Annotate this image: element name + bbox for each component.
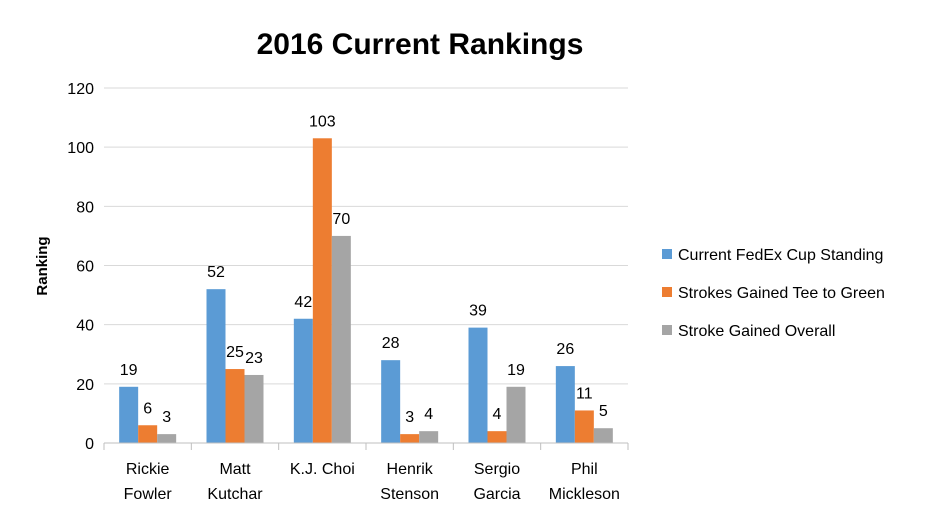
- legend-label: Stroke Gained Overall: [678, 323, 835, 340]
- bar: [419, 431, 439, 443]
- bar: [506, 386, 526, 443]
- data-label: 4: [493, 406, 502, 423]
- bar: [593, 428, 613, 443]
- legend: Current FedEx Cup Standing Strokes Gained…: [662, 247, 885, 340]
- bar: [574, 410, 594, 443]
- bar: [293, 318, 313, 443]
- y-axis-label: Ranking: [34, 236, 51, 295]
- x-tick-label: Kutchar: [207, 486, 263, 503]
- y-tick-label: 120: [67, 81, 94, 98]
- data-label: 42: [294, 294, 312, 311]
- x-tick-label: Rickie: [126, 461, 170, 478]
- data-label: 25: [226, 344, 244, 361]
- bar: [400, 434, 420, 443]
- x-tick-label: Mickleson: [549, 486, 620, 503]
- data-label: 11: [576, 385, 593, 402]
- legend-swatch: [662, 287, 672, 297]
- data-label: 28: [382, 335, 400, 352]
- x-tick-label: Matt: [219, 461, 251, 478]
- data-label: 23: [245, 350, 263, 367]
- bar: [119, 386, 139, 443]
- y-tick-label: 80: [76, 199, 94, 216]
- data-label: 70: [332, 211, 350, 228]
- data-label: 52: [207, 264, 225, 281]
- legend-label: Current FedEx Cup Standing: [678, 247, 883, 264]
- bar: [157, 434, 177, 443]
- x-tick-label: Stenson: [380, 486, 439, 503]
- data-label: 3: [405, 409, 414, 426]
- bar: [206, 289, 226, 443]
- gridlines: [104, 87, 628, 385]
- x-tick-label: Sergio: [474, 461, 520, 478]
- bar: [225, 369, 245, 443]
- x-tick-label: Henrik: [387, 461, 434, 478]
- chart-title: 2016 Current Rankings: [257, 28, 584, 61]
- bar: [555, 366, 575, 443]
- legend-swatch: [662, 325, 672, 335]
- data-label: 5: [599, 403, 608, 420]
- bar: [487, 431, 507, 443]
- bar: [381, 360, 401, 443]
- axes: 0 20 40 60 80 100 120 Rickie Fowler Matt Kutchar K.…: [67, 81, 629, 503]
- x-tick-label: K.J. Choi: [290, 461, 355, 478]
- data-label: 19: [120, 362, 138, 379]
- data-label: 103: [309, 113, 336, 130]
- data-label: 26: [556, 341, 574, 358]
- data-label: 3: [162, 409, 171, 426]
- x-tick-label: Phil: [571, 461, 598, 478]
- data-label: 4: [424, 406, 433, 423]
- bar: [244, 374, 264, 443]
- data-label: 6: [143, 400, 152, 417]
- y-tick-label: 0: [85, 436, 94, 453]
- data-label: 39: [469, 303, 487, 320]
- y-tick-label: 20: [76, 377, 94, 394]
- bar: [468, 327, 488, 443]
- data-label: 19: [507, 362, 525, 379]
- y-tick-label: 40: [76, 318, 94, 335]
- y-tick-label: 60: [76, 259, 94, 276]
- bar: [312, 138, 332, 443]
- legend-label: Strokes Gained Tee to Green: [678, 285, 885, 302]
- x-tick-label: Fowler: [124, 486, 173, 503]
- legend-swatch: [662, 249, 672, 259]
- x-tick-label: Garcia: [473, 486, 520, 503]
- y-tick-label: 100: [67, 140, 94, 157]
- bar: [138, 425, 158, 443]
- bar: [331, 235, 351, 443]
